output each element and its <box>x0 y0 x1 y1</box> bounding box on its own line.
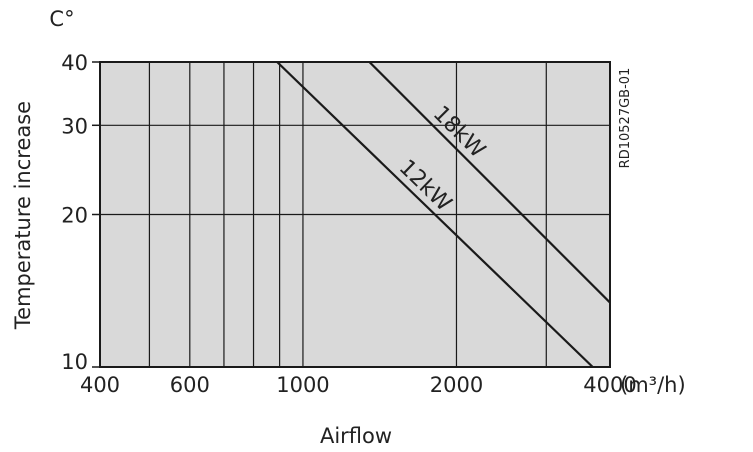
x-tick-label: 2000 <box>430 373 483 397</box>
y-gridlines <box>92 61 610 368</box>
x-tick-label: 600 <box>170 373 210 397</box>
x-unit-label: (m³/h) <box>620 373 686 397</box>
drawing-reference-code: RD10527GB-01 <box>618 68 633 169</box>
x-axis-title: Airflow <box>320 424 392 448</box>
x-tick-labels: 400 600 1000 2000 4000 <box>80 373 637 397</box>
y-unit-label: C° <box>49 7 74 31</box>
y-axis-title: Temperature increase <box>11 101 35 330</box>
series-line-12kw <box>276 62 594 367</box>
x-tick-label: 400 <box>80 373 120 397</box>
x-tick-label: 4000 <box>583 373 636 397</box>
x-tick-label: 1000 <box>276 373 329 397</box>
y-tick-label: 30 <box>61 114 88 138</box>
y-tick-label: 10 <box>61 350 88 374</box>
y-tick-label: 20 <box>61 204 88 228</box>
y-tick-label: 40 <box>61 51 88 75</box>
y-tick-labels: 10 20 30 40 <box>61 51 88 374</box>
series-line-18kw <box>368 62 610 304</box>
series-lines <box>276 62 610 367</box>
